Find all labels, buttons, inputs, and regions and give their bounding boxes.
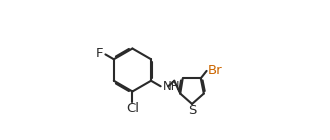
Text: Cl: Cl xyxy=(126,102,139,115)
Text: F: F xyxy=(95,47,103,60)
Text: Br: Br xyxy=(208,64,222,77)
Text: S: S xyxy=(188,104,196,117)
Text: NH: NH xyxy=(162,80,180,93)
